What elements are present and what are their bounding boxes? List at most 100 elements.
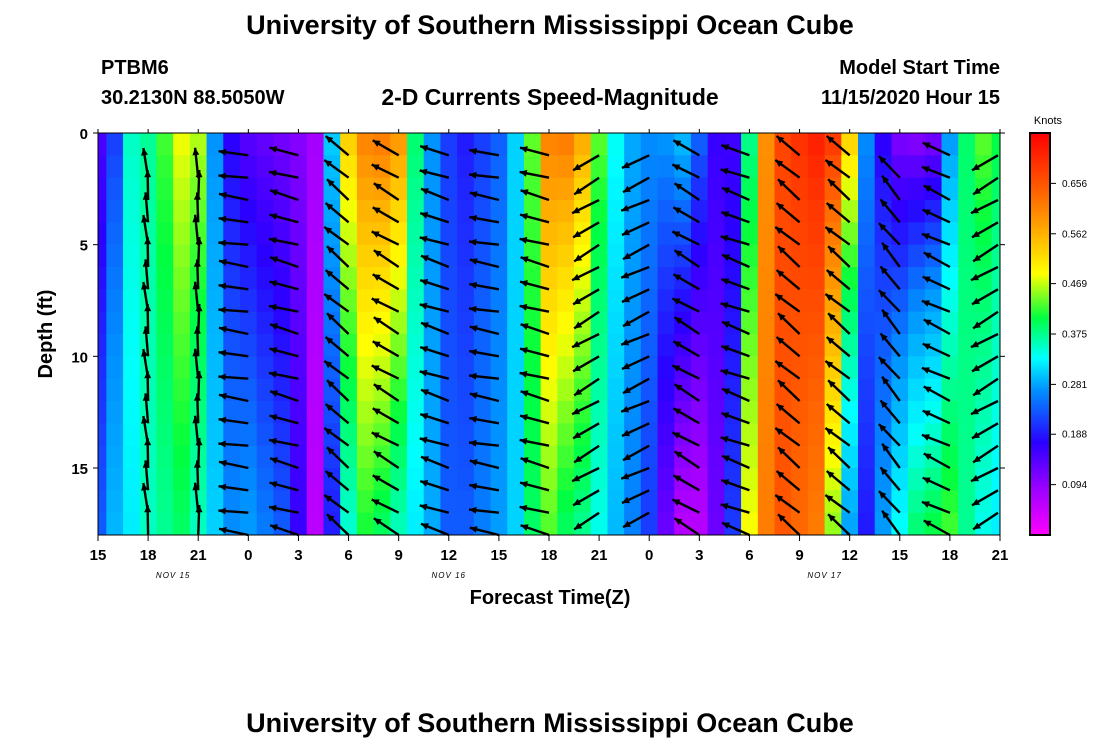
heatmap-cell xyxy=(490,311,508,335)
heatmap-cell xyxy=(607,378,625,402)
heatmap-cell xyxy=(473,401,492,424)
heatmap-cell xyxy=(640,490,659,514)
current-arrow xyxy=(468,171,500,179)
heatmap-cell xyxy=(239,267,258,290)
heatmap-cell xyxy=(707,200,725,223)
heatmap-cell xyxy=(958,267,976,290)
heatmap-cell xyxy=(941,311,959,335)
heatmap-cell xyxy=(757,155,776,179)
current-arrow xyxy=(824,226,851,246)
current-arrow xyxy=(268,303,299,313)
current-arrow xyxy=(520,524,550,537)
heatmap-cell xyxy=(991,177,1000,201)
heatmap-cell xyxy=(156,356,174,380)
heatmap-cell xyxy=(774,512,792,535)
current-arrow xyxy=(621,422,650,438)
heatmap-cell xyxy=(640,267,659,290)
heatmap-cell xyxy=(657,423,675,447)
current-arrow xyxy=(269,414,299,425)
heatmap-cell xyxy=(290,468,308,491)
heatmap-cell xyxy=(473,222,492,246)
heatmap-cell xyxy=(440,378,458,402)
current-arrow xyxy=(419,436,450,447)
current-arrow xyxy=(972,444,999,464)
x-tick-label: 3 xyxy=(294,547,302,564)
heatmap-cell xyxy=(306,244,325,268)
heatmap-cell xyxy=(991,155,1000,179)
current-arrow xyxy=(218,459,249,470)
heatmap-cell xyxy=(239,468,258,491)
heatmap-cell xyxy=(707,177,725,201)
current-arrow xyxy=(268,169,299,179)
heatmap-cell xyxy=(807,423,826,447)
heatmap-cell xyxy=(407,490,425,514)
current-arrow xyxy=(468,439,500,447)
current-arrow xyxy=(269,256,299,269)
heatmap-cell xyxy=(908,334,926,357)
heatmap-cell xyxy=(356,289,375,313)
heatmap-cell xyxy=(407,512,425,535)
current-arrow xyxy=(519,280,550,291)
current-arrow xyxy=(269,146,299,157)
current-arrow xyxy=(218,416,249,425)
heatmap-cell xyxy=(106,490,124,514)
heatmap-cell xyxy=(757,423,776,447)
heatmap-cell xyxy=(841,512,859,535)
heatmap-cell xyxy=(590,267,609,290)
current-arrow xyxy=(519,437,550,447)
heatmap-cell xyxy=(356,356,375,380)
heatmap-cell xyxy=(507,200,525,223)
current-arrow xyxy=(469,258,500,269)
heatmap-cell xyxy=(173,244,191,268)
heatmap-cell xyxy=(390,177,408,201)
heatmap-cell xyxy=(290,222,308,246)
heatmap-cell xyxy=(741,200,759,223)
current-arrow xyxy=(720,235,750,246)
heatmap-cell xyxy=(206,244,224,268)
heatmap-cell xyxy=(690,334,709,357)
current-arrow xyxy=(827,178,851,201)
heatmap-cell xyxy=(457,423,475,447)
current-arrow xyxy=(720,168,750,179)
current-arrow xyxy=(520,189,550,202)
current-arrow xyxy=(720,210,750,224)
heatmap-cell xyxy=(924,311,943,335)
heatmap-cell xyxy=(356,244,375,268)
current-arrow xyxy=(825,269,851,291)
heatmap-cell xyxy=(239,445,258,469)
heatmap-cell xyxy=(590,401,609,424)
current-arrow xyxy=(777,379,801,402)
current-arrow xyxy=(720,503,750,514)
current-arrow xyxy=(881,375,901,402)
heatmap-cell xyxy=(607,311,625,335)
heatmap-cell xyxy=(741,401,759,424)
heatmap-cell xyxy=(791,401,809,424)
current-arrow xyxy=(144,236,152,268)
current-arrow xyxy=(571,265,600,282)
current-arrow xyxy=(195,504,203,536)
heatmap-cell xyxy=(807,334,826,357)
heatmap-cell xyxy=(858,445,876,469)
current-arrow xyxy=(323,427,350,447)
heatmap-cell xyxy=(757,356,776,380)
heatmap-cell xyxy=(189,490,208,514)
current-arrow xyxy=(922,342,951,358)
heatmap-cell xyxy=(991,311,1000,335)
heatmap-cell xyxy=(256,177,274,201)
heatmap-cell xyxy=(507,423,525,447)
heatmap-cell xyxy=(891,222,909,246)
heatmap-cell xyxy=(457,356,475,380)
y-tick-label: 15 xyxy=(71,461,88,478)
heatmap-cell xyxy=(991,445,1000,469)
current-arrow xyxy=(622,243,650,261)
heatmap-cell xyxy=(540,155,558,179)
current-arrow xyxy=(671,431,700,447)
heatmap-cell xyxy=(924,445,943,469)
heatmap-cell xyxy=(858,244,876,268)
current-arrow xyxy=(144,437,152,469)
heatmap-cell xyxy=(457,334,475,357)
heatmap-cell xyxy=(540,423,558,447)
heatmap-cell xyxy=(457,401,475,424)
heatmap-cell xyxy=(507,334,525,357)
current-arrow xyxy=(923,184,951,202)
